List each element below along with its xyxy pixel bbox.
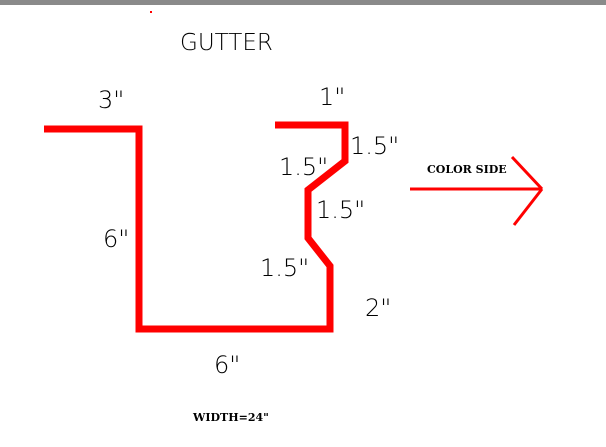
dimension-left-side: 6" bbox=[103, 225, 129, 253]
dimension-middle-vertical: 1.5" bbox=[316, 196, 365, 224]
stray-mark bbox=[150, 11, 152, 13]
dimension-lower-slant: 1.5" bbox=[260, 254, 309, 282]
dimension-top-right: 1" bbox=[319, 83, 345, 111]
dimension-bottom: 6" bbox=[214, 351, 240, 379]
width-note: WIDTH=24" bbox=[192, 411, 269, 424]
gutter-profile-line bbox=[44, 121, 349, 333]
dimension-drip-edge: 1.5" bbox=[350, 132, 399, 160]
color-side-arrow bbox=[410, 155, 544, 226]
dimension-right-side: 2" bbox=[365, 294, 391, 322]
color-side-label: COLOR SIDE bbox=[427, 163, 507, 176]
dimension-upper-slant: 1.5" bbox=[279, 153, 328, 181]
page-title: GUTTER bbox=[180, 30, 273, 56]
window-top-bar bbox=[0, 0, 606, 5]
dimension-top-left: 3" bbox=[98, 86, 124, 114]
